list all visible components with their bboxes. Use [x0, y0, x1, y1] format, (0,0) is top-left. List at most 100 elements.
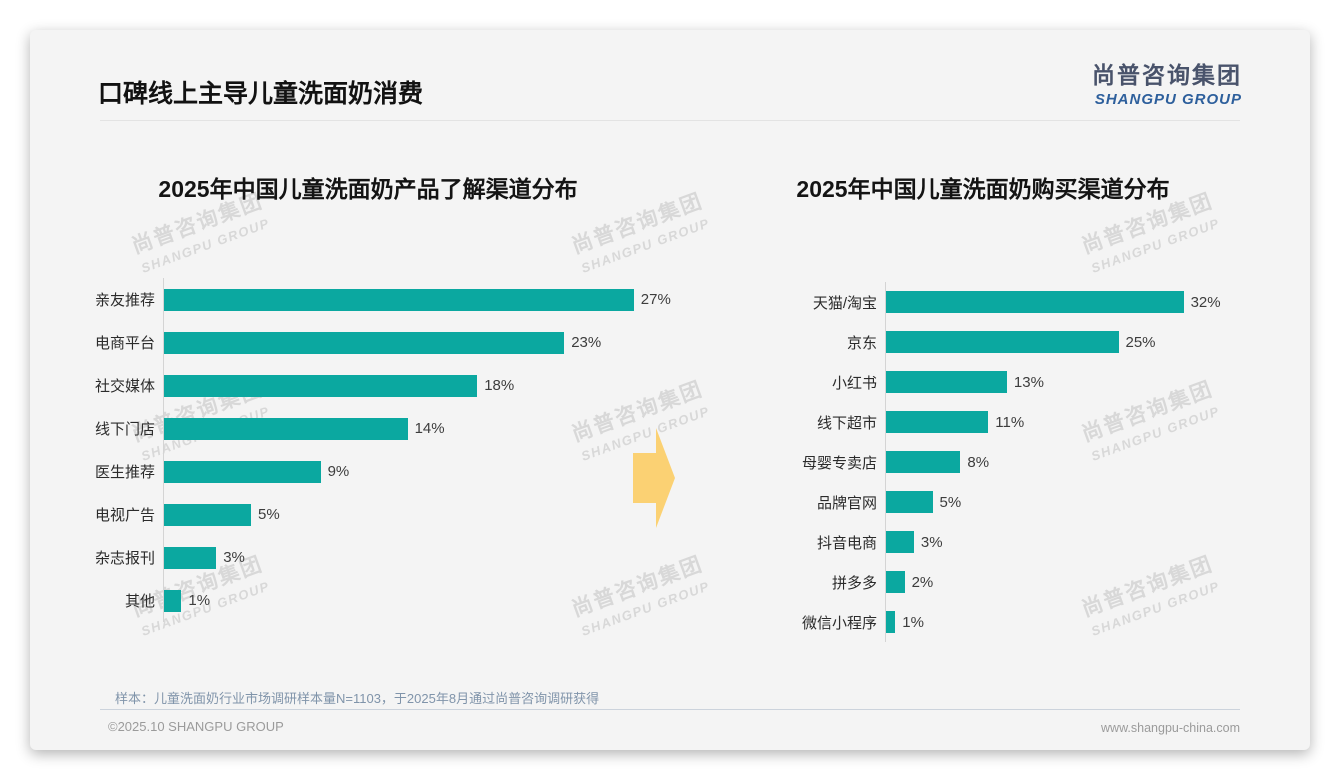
bar-track: 27% — [163, 278, 698, 321]
value-label: 14% — [414, 420, 445, 437]
value-label: 25% — [1125, 333, 1156, 351]
bar-track: 13% — [885, 362, 1258, 402]
logo-english-text: SHANGPU GROUP — [1094, 91, 1242, 108]
arrow-shape — [633, 428, 675, 528]
bar — [164, 503, 251, 526]
watermark-english-text: SHANGPU GROUP — [1089, 215, 1222, 276]
bar — [886, 611, 896, 633]
bar-row: 品牌官网 5% — [758, 482, 1258, 522]
value-label: 3% — [223, 549, 245, 566]
right-arrow-icon — [633, 428, 675, 533]
company-logo: 尚普咨询集团 SHANGPU GROUP — [1092, 56, 1242, 108]
category-label: 天猫/淘宝 — [812, 294, 877, 312]
category-label: 抖音电商 — [816, 534, 877, 552]
category-label: 母婴专卖店 — [801, 454, 877, 472]
bar-track: 8% — [885, 442, 1258, 482]
bar — [886, 531, 914, 553]
copyright-text: ©2025.10 SHANGPU GROUP — [108, 719, 284, 734]
footer-divider — [100, 709, 1240, 710]
value-label: 23% — [571, 334, 602, 351]
bar-track: 5% — [163, 493, 698, 536]
category-label: 电商平台 — [94, 335, 155, 352]
bar — [886, 451, 961, 473]
bar-track: 18% — [163, 364, 698, 407]
bar-track: 14% — [163, 407, 698, 450]
bar — [886, 371, 1007, 393]
bar — [886, 411, 989, 433]
bar-row: 医生推荐 9% — [68, 450, 698, 493]
bar-row: 电商平台 23% — [68, 321, 698, 364]
bar-row: 小红书 13% — [758, 362, 1258, 402]
bar — [164, 417, 408, 440]
value-label: 8% — [967, 453, 990, 471]
awareness-channel-chart: 亲友推荐 27% 电商平台 23% 社交媒体 18% 线下门店 14% 医生推荐 9% 电视广告 5%… — [68, 278, 698, 622]
category-label: 微信小程序 — [801, 614, 877, 632]
bar — [886, 571, 905, 593]
category-label: 品牌官网 — [816, 494, 877, 512]
value-label: 11% — [995, 413, 1025, 431]
left-chart-title: 2025年中国儿童洗面奶产品了解渠道分布 — [158, 176, 578, 202]
page-title: 口碑线上主导儿童洗面奶消费 — [98, 80, 424, 108]
category-label: 线下门店 — [94, 421, 155, 438]
bar-track: 2% — [885, 562, 1258, 602]
category-label: 亲友推荐 — [94, 292, 155, 309]
bar-row: 杂志报刊 3% — [68, 536, 698, 579]
right-chart-title: 2025年中国儿童洗面奶购买渠道分布 — [796, 176, 1170, 202]
bar-track: 25% — [885, 322, 1258, 362]
watermark-english-text: SHANGPU GROUP — [139, 215, 272, 276]
value-label: 2% — [911, 573, 934, 591]
category-label: 杂志报刊 — [94, 550, 155, 567]
bar — [164, 374, 478, 397]
purchase-channel-chart: 天猫/淘宝 32% 京东 25% 小红书 13% 线下超市 11% 母婴专卖店 8% 品牌官网 5% 抖… — [758, 282, 1258, 642]
bar-track: 3% — [163, 536, 698, 579]
bar-row: 社交媒体 18% — [68, 364, 698, 407]
website-url: www.shangpu-china.com — [1101, 721, 1240, 735]
category-label: 京东 — [846, 334, 877, 352]
category-label: 线下超市 — [816, 414, 877, 432]
bar-track: 11% — [885, 402, 1258, 442]
bar-track: 3% — [885, 522, 1258, 562]
title-divider — [100, 120, 1240, 121]
value-label: 1% — [188, 592, 211, 609]
watermark-english-text: SHANGPU GROUP — [579, 215, 712, 276]
bar-track: 9% — [163, 450, 698, 493]
bar-track: 1% — [163, 579, 698, 622]
bar-row: 京东 25% — [758, 322, 1258, 362]
category-label: 社交媒体 — [94, 378, 155, 395]
value-label: 13% — [1013, 373, 1044, 391]
bar — [886, 331, 1119, 353]
bar — [886, 291, 1184, 313]
bar — [164, 589, 182, 612]
bar-row: 抖音电商 3% — [758, 522, 1258, 562]
value-label: 27% — [640, 291, 671, 308]
bar-row: 亲友推荐 27% — [68, 278, 698, 321]
value-label: 1% — [902, 613, 924, 631]
bar-track: 1% — [885, 602, 1258, 642]
bar-row: 电视广告 5% — [68, 493, 698, 536]
bar — [164, 460, 321, 483]
value-label: 5% — [939, 493, 962, 511]
sample-note: 样本：儿童洗面奶行业市场调研样本量N=1103，于2025年8月通过尚普咨询调研… — [115, 691, 600, 706]
slide-card: 尚普咨询集团 SHANGPU GROUP 尚普咨询集团 SHANGPU GROUP 尚普… — [30, 30, 1310, 750]
value-label: 32% — [1190, 293, 1221, 311]
category-label: 拼多多 — [831, 574, 877, 592]
bar — [164, 288, 634, 311]
category-label: 其他 — [124, 593, 155, 610]
value-label: 18% — [484, 377, 515, 394]
category-label: 电视广告 — [94, 507, 155, 524]
bar-track: 23% — [163, 321, 698, 364]
bar-row: 天猫/淘宝 32% — [758, 282, 1258, 322]
bar-row: 母婴专卖店 8% — [758, 442, 1258, 482]
bar-row: 其他 1% — [68, 579, 698, 622]
bar — [886, 491, 933, 513]
bar-track: 5% — [885, 482, 1258, 522]
bar — [164, 331, 565, 354]
value-label: 9% — [327, 463, 350, 480]
logo-chinese-text: 尚普咨询集团 — [1092, 62, 1242, 88]
bar — [164, 546, 217, 569]
value-label: 3% — [920, 533, 943, 551]
bar-row: 线下超市 11% — [758, 402, 1258, 442]
bar-row: 微信小程序 1% — [758, 602, 1258, 642]
bar-row: 拼多多 2% — [758, 562, 1258, 602]
category-label: 医生推荐 — [94, 464, 155, 481]
